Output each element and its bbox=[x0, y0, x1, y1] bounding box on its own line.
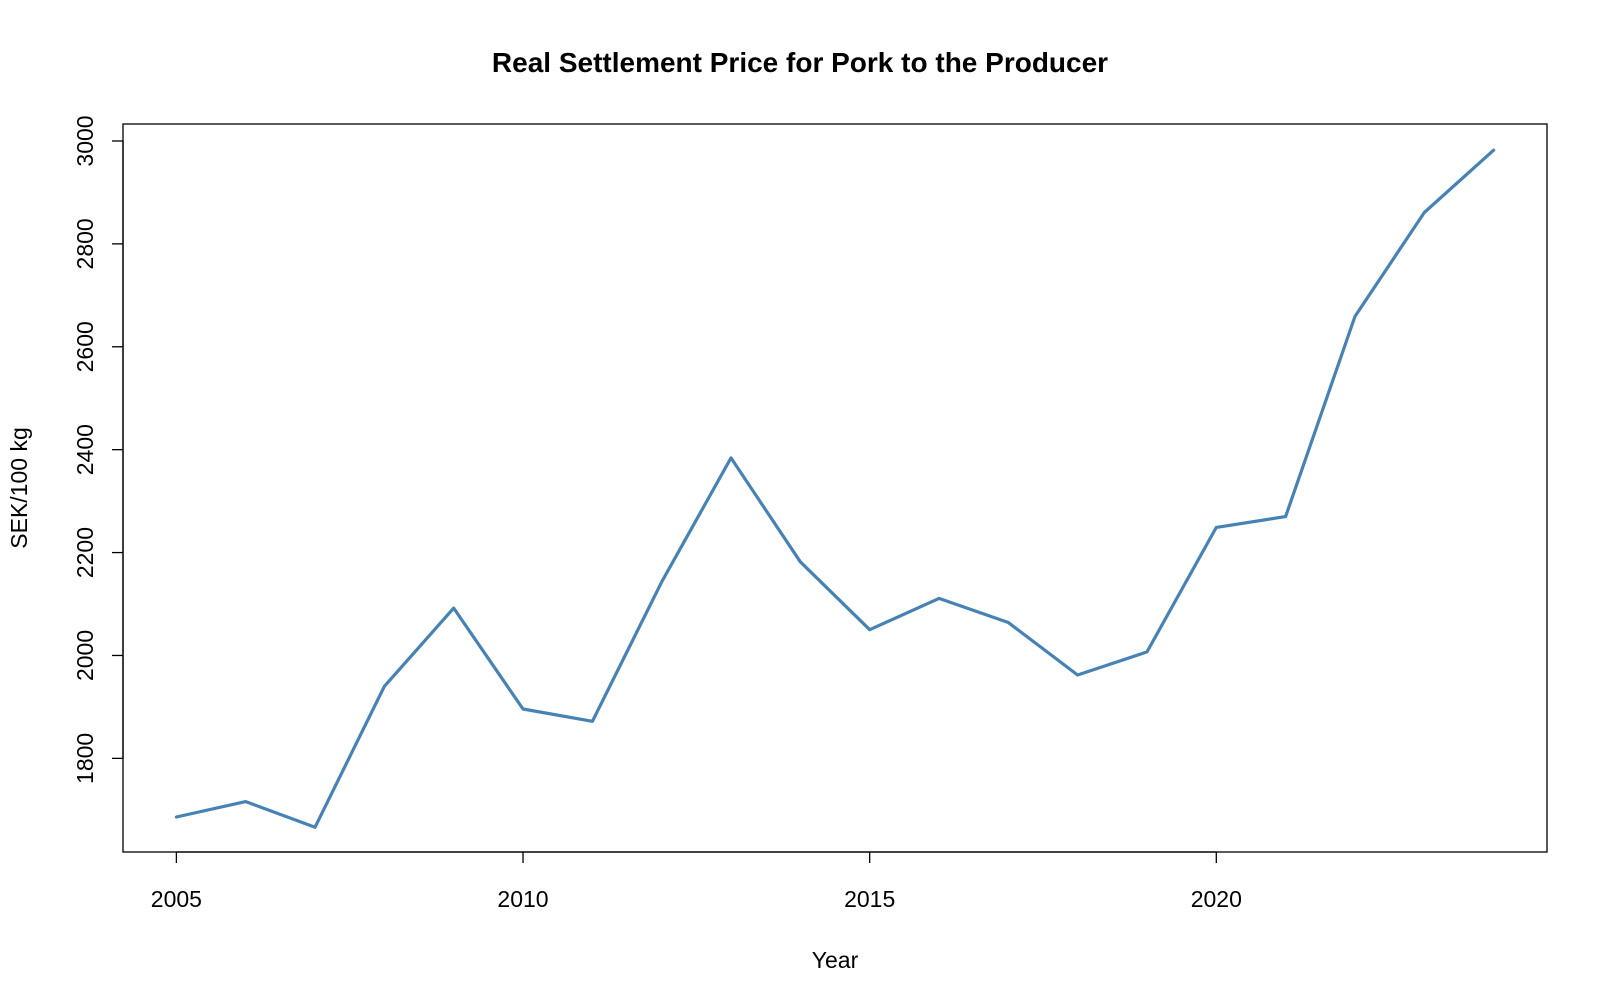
x-tick-label: 2015 bbox=[844, 886, 895, 912]
x-tick-label: 2005 bbox=[151, 886, 202, 912]
y-tick-label: 1800 bbox=[72, 733, 98, 784]
y-tick-label: 3000 bbox=[72, 115, 98, 166]
x-axis-label: Year bbox=[812, 947, 859, 973]
y-tick-label: 2000 bbox=[72, 630, 98, 681]
x-tick-label: 2010 bbox=[497, 886, 548, 912]
y-axis: 1800 2000 2200 2400 2600 2800 3000 bbox=[72, 115, 124, 784]
plot-frame bbox=[122, 123, 1548, 853]
series-layer bbox=[174, 148, 1496, 829]
chart-title: Real Settlement Price for Pork to the Pr… bbox=[492, 47, 1108, 78]
x-axis: 2005 2010 2015 2020 bbox=[151, 851, 1242, 912]
y-tick-label: 2800 bbox=[72, 218, 98, 269]
x-tick-label: 2020 bbox=[1191, 886, 1242, 912]
y-tick-label: 2600 bbox=[72, 321, 98, 372]
series-line bbox=[174, 148, 1496, 829]
y-tick-label: 2200 bbox=[72, 527, 98, 578]
y-axis-label: SEK/100 kg bbox=[6, 427, 32, 548]
y-tick-label: 2400 bbox=[72, 424, 98, 475]
